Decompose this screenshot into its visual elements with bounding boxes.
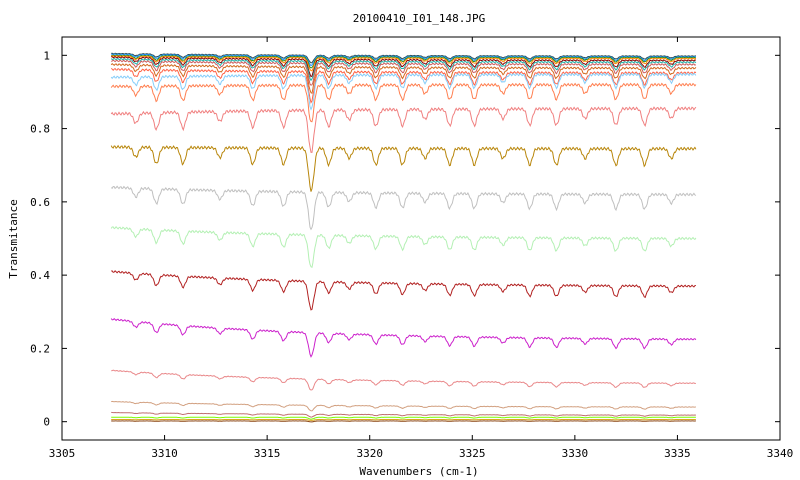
y-axis-label: Transmitance [7, 199, 20, 278]
x-tick-label: 3305 [49, 447, 76, 460]
y-tick-label: 0.8 [30, 123, 50, 136]
y-tick-label: 0.6 [30, 196, 50, 209]
ticks-layer: 3305 3310 3315 3320 3325 3330 3335 3340 0 0.2 0.4 0… [30, 37, 793, 460]
spectrum-line [111, 270, 696, 311]
spectrum-line [110, 67, 697, 104]
x-tick-label: 3330 [562, 447, 589, 460]
x-tick-label: 3335 [664, 447, 691, 460]
chart-title: 20100410_I01_148.JPG [353, 12, 485, 25]
spectrum-line [110, 185, 697, 231]
x-tick-label: 3340 [767, 447, 794, 460]
spectrum-line [110, 55, 697, 72]
spectrum-line [110, 72, 697, 111]
x-axis-label: Wavenumbers (cm-1) [359, 465, 478, 478]
y-tick-label: 1 [43, 49, 50, 62]
series-layer [110, 52, 697, 423]
spectrum-line [111, 56, 696, 78]
spectrum-line [111, 411, 696, 418]
spectrum-line [111, 400, 696, 412]
spectrum-line [111, 418, 696, 421]
y-tick-label: 0 [43, 416, 50, 429]
spectrum-line [111, 369, 696, 391]
y-tick-label: 0.4 [30, 269, 50, 282]
spectrum-line [111, 52, 696, 64]
x-tick-label: 3310 [151, 447, 178, 460]
spectrum-line [110, 63, 697, 94]
spectrum-line [110, 82, 697, 123]
x-tick-label: 3325 [459, 447, 486, 460]
spectrum-line [110, 226, 697, 269]
spectrum-line [110, 318, 697, 358]
spectrum-line [111, 59, 697, 86]
spectrum-line [111, 416, 696, 420]
spectrum-line [110, 57, 697, 82]
plot-frame [61, 36, 781, 441]
spectrum-line [111, 420, 696, 423]
spectrum-line [110, 106, 697, 153]
x-tick-label: 3315 [254, 447, 281, 460]
y-tick-label: 0.2 [30, 342, 50, 355]
x-tick-label: 3320 [356, 447, 383, 460]
spectrum-line [110, 53, 697, 67]
spectrum-line [110, 144, 697, 192]
